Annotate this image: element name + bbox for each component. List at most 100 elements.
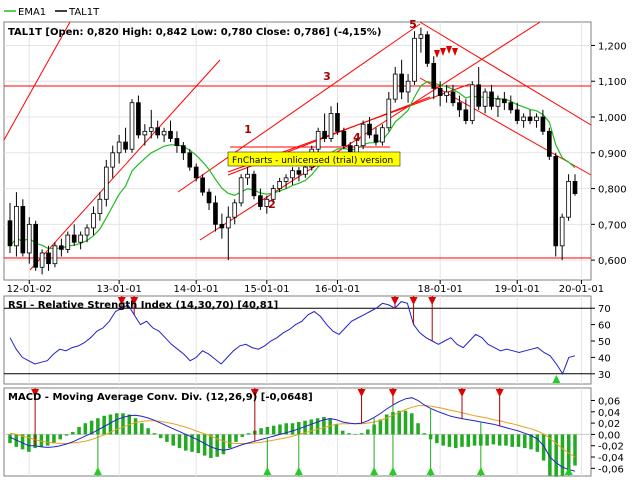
candle-body <box>174 138 180 147</box>
candle-body <box>264 198 270 207</box>
candle-body <box>373 134 379 143</box>
macd-histogram-bar <box>165 434 169 442</box>
candle-body <box>161 130 167 136</box>
candle-body <box>457 102 462 111</box>
macd-sell-marker <box>250 389 259 397</box>
price-y-tick-label: 1,000 <box>598 113 627 124</box>
macd-histogram-bar <box>416 423 420 435</box>
macd-histogram-bar <box>284 423 288 435</box>
candle-body <box>71 234 77 243</box>
rsi-y-tick-label: 30 <box>598 370 611 381</box>
candle-body <box>502 98 507 104</box>
macd-buy-marker <box>263 467 272 475</box>
rsi-panel-frame <box>3 295 592 385</box>
candle-body <box>546 130 552 157</box>
candle-body <box>296 170 302 175</box>
candle-body <box>26 223 32 254</box>
watermark-box <box>227 151 401 167</box>
legend-symbol-label: TAL1T <box>68 7 100 18</box>
candle-body <box>476 84 482 107</box>
macd-histogram-bar <box>340 430 345 435</box>
macd-buy-marker <box>388 467 397 475</box>
macd-histogram-bar <box>541 434 546 461</box>
price-sell-arrow <box>452 48 458 56</box>
candle-body <box>328 113 334 139</box>
macd-histogram-bar <box>410 413 414 435</box>
candle-body <box>91 213 96 229</box>
candle-body <box>20 206 26 254</box>
macd-panel: -0,06-0,04-0,020,000,020,040,06 MACD - M… <box>3 387 624 477</box>
candle-body <box>258 195 263 207</box>
trendline <box>3 21 71 141</box>
macd-y-tick-label: -0,06 <box>598 464 624 475</box>
macd-sell-marker <box>388 389 397 397</box>
candle-body <box>540 116 546 132</box>
macd-histogram-bar <box>347 433 351 435</box>
macd-histogram-bar <box>491 434 496 445</box>
macd-y-axis: -0,06-0,04-0,020,000,020,040,06 <box>591 396 624 475</box>
candle-body <box>193 166 199 179</box>
macd-histogram-bar <box>278 424 282 435</box>
macd-histogram-bar <box>96 418 100 435</box>
candle-body <box>495 98 501 107</box>
rsi-y-tick-label: 50 <box>598 337 611 348</box>
macd-histogram-bar <box>359 433 364 435</box>
macd-histogram-bar <box>384 414 389 435</box>
candle-body <box>360 123 366 147</box>
macd-histogram-bar <box>422 433 427 435</box>
macd-signal-line <box>9 405 576 458</box>
candle-body <box>78 234 83 243</box>
macd-histogram-bar <box>397 410 401 435</box>
candle-body <box>283 177 289 182</box>
macd-histogram-bar <box>196 434 201 454</box>
candle-body <box>200 177 205 193</box>
rsi-sell-marker <box>409 297 418 305</box>
macd-histogram-bar <box>39 434 44 447</box>
wave-label-2: 2 <box>268 198 276 211</box>
macd-histogram-bar <box>140 423 144 435</box>
macd-histogram-bar <box>466 434 471 447</box>
macd-histogram-bar <box>89 420 94 435</box>
macd-histogram-bar <box>548 434 552 476</box>
trendline <box>419 21 592 126</box>
candle-body <box>277 181 282 189</box>
macd-sell-marker <box>31 389 40 397</box>
macd-histogram-bar <box>108 414 113 435</box>
candle-body <box>412 37 417 82</box>
macd-y-tick-label: 0,02 <box>598 419 620 430</box>
price-sell-arrows <box>434 46 458 58</box>
price-panel-frame <box>3 21 592 281</box>
macd-histogram-bar <box>560 434 565 476</box>
macd-histogram-bar <box>353 434 358 435</box>
candle-body <box>219 223 225 229</box>
candle-body <box>386 98 392 129</box>
macd-histogram-bar <box>184 434 188 451</box>
macd-histogram-bar <box>271 425 276 435</box>
macd-histogram-bar <box>303 420 307 435</box>
macd-histogram <box>8 410 577 477</box>
wave-label-5: 5 <box>409 18 417 31</box>
macd-histogram-bar <box>460 434 464 447</box>
wave-label-4: 4 <box>353 131 361 144</box>
candle-body <box>14 206 19 247</box>
macd-sell-marker <box>495 389 504 397</box>
macd-histogram-bar <box>447 434 452 447</box>
macd-histogram-bar <box>510 434 514 447</box>
price-y-tick-label: 1,200 <box>598 41 627 52</box>
macd-histogram-bar <box>77 426 81 435</box>
candle-body <box>136 102 141 136</box>
candle-body <box>33 223 39 268</box>
candle-body <box>142 130 148 136</box>
legend-ema-label: EMA1 <box>18 7 46 18</box>
candle-body <box>527 116 533 121</box>
macd-histogram-bar <box>259 428 263 435</box>
candle-body <box>431 62 437 89</box>
macd-buy-marker <box>564 467 573 475</box>
candle-body <box>315 130 321 150</box>
candle-body <box>463 109 469 121</box>
legend: EMA1 TAL1T <box>4 7 100 18</box>
candle-body <box>116 141 122 154</box>
macd-buy-marker <box>93 467 102 475</box>
macd-histogram-bar <box>20 434 25 450</box>
